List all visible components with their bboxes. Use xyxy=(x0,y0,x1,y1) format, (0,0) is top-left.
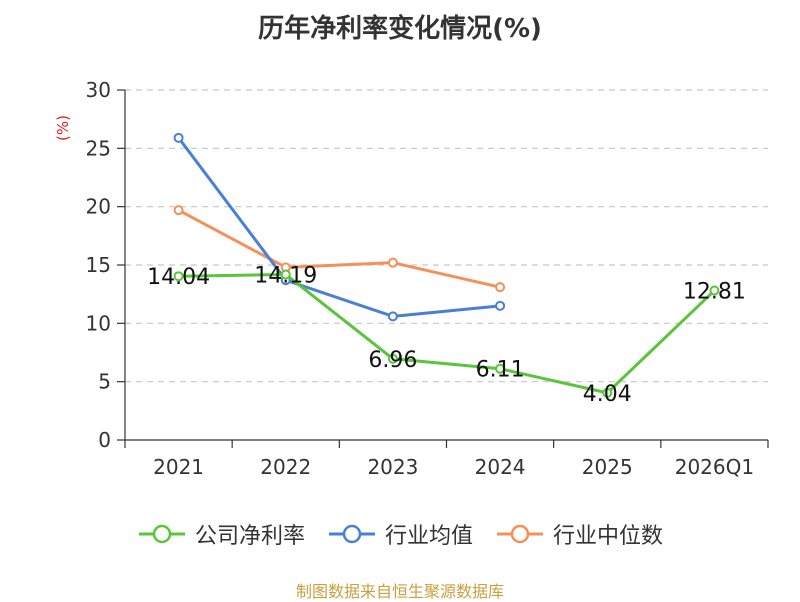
y-tick-label: 30 xyxy=(86,78,111,102)
data-point xyxy=(387,353,398,364)
legend-line-marker-icon xyxy=(497,524,543,544)
data-point xyxy=(173,132,184,143)
x-tick-label: 2022 xyxy=(260,455,311,479)
series-line-0 xyxy=(178,272,716,395)
y-tick-label: 15 xyxy=(86,253,111,277)
y-tick-label: 0 xyxy=(98,428,111,452)
data-point xyxy=(495,282,506,293)
data-label: 6.96 xyxy=(368,348,417,373)
data-point xyxy=(173,205,184,216)
data-point xyxy=(709,285,720,296)
series-line-2 xyxy=(177,208,501,289)
data-label: 14.04 xyxy=(147,265,210,290)
legend-label: 公司净利率 xyxy=(194,524,305,549)
y-tick-label: 20 xyxy=(86,195,111,219)
data-point xyxy=(602,387,613,398)
data-label: 6.11 xyxy=(476,358,525,383)
chart-legend: 公司净利率 行业均值 行业中位数 xyxy=(0,518,800,550)
x-tick-label: 2023 xyxy=(367,455,418,479)
legend-item-0[interactable]: 公司净利率 xyxy=(137,518,305,550)
legend-line-marker-icon xyxy=(138,524,185,544)
y-tick-label: 10 xyxy=(86,311,111,335)
x-tick-label: 2024 xyxy=(475,455,526,479)
data-point xyxy=(280,269,291,280)
data-point xyxy=(387,257,398,268)
legend-line-marker-icon xyxy=(328,524,375,544)
data-label: 14.19 xyxy=(254,263,317,288)
data-source-note: 制图数据来自恒生聚源数据库 xyxy=(295,582,504,601)
legend-label: 行业均值 xyxy=(384,524,473,549)
x-tick-label: 2025 xyxy=(582,455,633,479)
data-point xyxy=(495,300,506,311)
x-tick-label: 2026Q1 xyxy=(675,455,754,479)
y-tick-label: 25 xyxy=(86,136,111,160)
legend-item-2[interactable]: 行业中位数 xyxy=(495,518,663,550)
data-label: 12.81 xyxy=(683,280,746,305)
data-point xyxy=(495,363,506,374)
legend-item-1[interactable]: 行业均值 xyxy=(327,518,473,550)
y-axis-unit: (%) xyxy=(54,115,72,141)
data-label: 4.04 xyxy=(583,382,632,407)
chart-title: 历年净利率变化情况(%) xyxy=(258,14,542,44)
y-tick-label: 5 xyxy=(98,370,111,394)
legend-label: 行业中位数 xyxy=(553,524,664,549)
data-point xyxy=(387,311,398,322)
x-tick-label: 2021 xyxy=(153,455,204,479)
data-point xyxy=(173,271,184,282)
series-line-1 xyxy=(177,136,501,318)
